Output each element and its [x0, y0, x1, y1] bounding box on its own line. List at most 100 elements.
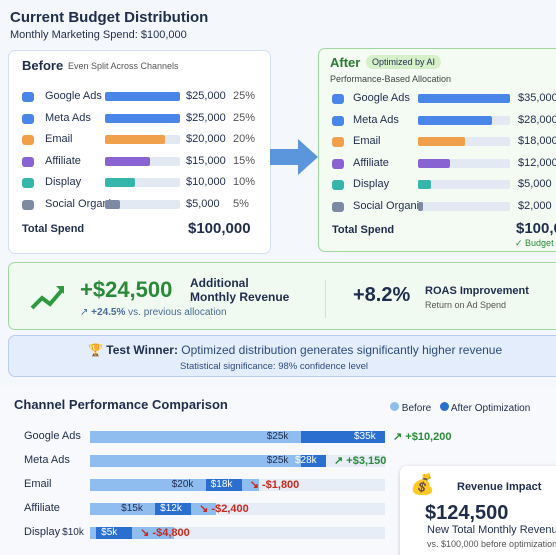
roas-sub: Return on Ad Spend [425, 300, 507, 310]
channel-icon [332, 202, 344, 212]
channel-name: Email [353, 135, 381, 148]
amount: $18,000 [518, 135, 556, 148]
share: 5% [233, 198, 249, 210]
delta-value: -$2,400 [211, 503, 249, 515]
after-panel [318, 48, 556, 252]
after-subtitle: Performance-Based Allocation [330, 74, 452, 84]
channel-icon [22, 156, 34, 167]
channel-icon [22, 135, 34, 146]
change-label: vs. previous allocation [128, 307, 227, 318]
amount: $25,000 [186, 90, 226, 102]
before-subtitle: Even Split Across Channels [68, 61, 179, 71]
delta: ↘ -$4,800 [140, 527, 190, 539]
subtitle: Monthly Marketing Spend: $100,000 [10, 29, 187, 41]
amount: $28,000 [518, 113, 556, 126]
chart-title: Channel Performance Comparison [14, 397, 228, 412]
bar [105, 178, 135, 188]
delta: ↘ -$2,400 [199, 503, 249, 515]
after-bar [300, 431, 385, 443]
before-title: Before [22, 58, 64, 73]
delta: ↗ +$3,150 [334, 455, 387, 467]
after-bar [300, 455, 326, 467]
bar [418, 137, 466, 147]
before-label: $20k [171, 479, 194, 490]
channel-name: Display [24, 526, 61, 538]
channel-name: Meta Ads [45, 111, 91, 124]
delta: ↗ +$10,200 [393, 431, 452, 443]
bar-track [418, 202, 510, 211]
total-label: Total Spend [22, 223, 85, 235]
roas: +8.2% [353, 284, 411, 306]
channel-name: Display [45, 176, 82, 189]
channel-name: Email [24, 478, 52, 490]
channel-name: Meta Ads [24, 454, 70, 466]
winner-label: Test Winner: [106, 343, 178, 357]
delta-value: -$4,800 [152, 527, 190, 539]
impact-note: vs. $100,000 before optimization [427, 539, 556, 549]
channel-name: Google Ads [45, 90, 102, 102]
channel-name: Social Organic [45, 198, 117, 210]
total: $100,000 [188, 220, 251, 237]
bar [418, 158, 450, 168]
before-bar [90, 455, 301, 467]
amount: $15,000 [186, 154, 226, 167]
bar-track [105, 200, 180, 209]
channel-icon [332, 94, 344, 104]
winner-text: Optimized distribution generates signifi… [181, 343, 503, 357]
roas-label: ROAS Improvement [425, 285, 529, 297]
channel-icon [332, 180, 344, 191]
channel-name: Affiliate [24, 502, 60, 514]
bar [418, 94, 510, 103]
delta: ↘ -$1,800 [249, 479, 300, 491]
channel-icon [22, 200, 34, 210]
impact-card: 💰 Revenue Impact $124,500 New Total Mont… [400, 466, 556, 555]
after-label: $28k [295, 455, 317, 466]
bar-track [418, 158, 510, 168]
bar [105, 200, 120, 209]
total-label: Total Spend [332, 224, 395, 236]
after-label: $5k [101, 527, 118, 538]
revenue: +$24,500 [80, 277, 173, 302]
after-label: $12k [160, 503, 182, 514]
bar [418, 115, 492, 125]
before-label: $25k [266, 455, 289, 466]
after-bar [96, 527, 133, 539]
channel-name: Meta Ads [353, 113, 399, 126]
amount: $10,000 [186, 176, 226, 189]
after-bar [155, 503, 192, 515]
delta-value: +$10,200 [405, 431, 452, 443]
amount: $5,000 [186, 198, 220, 210]
impact-title: Revenue Impact [457, 481, 542, 493]
bar [105, 156, 150, 166]
channel-icon [22, 178, 34, 189]
delta-value: +$3,150 [346, 455, 387, 467]
share: 25% [233, 111, 256, 124]
bar [418, 180, 432, 190]
bar-track [418, 180, 510, 190]
channel-name: Social Organic [353, 200, 425, 212]
after-bar [205, 479, 242, 491]
channel-name: Google Ads [353, 92, 410, 104]
channel-icon [332, 115, 344, 126]
badge: Optimized by AI [366, 55, 442, 69]
before-panel [8, 50, 271, 254]
channel-icon [22, 92, 34, 102]
channel-icon [22, 113, 34, 124]
after-label: $18k [210, 479, 233, 490]
bar [105, 135, 165, 145]
bar [105, 113, 180, 123]
channel-name: Affiliate [353, 156, 389, 169]
before-bar [90, 431, 301, 443]
amount: $5,000 [518, 178, 552, 191]
share: 15% [233, 154, 256, 167]
share: 10% [233, 176, 256, 189]
total: $100,000 [516, 220, 556, 237]
share: 20% [233, 133, 256, 146]
share: 25% [233, 90, 256, 102]
before-label: $25k [266, 431, 289, 442]
winner-box [8, 335, 556, 377]
budget-note: ✓ Budget [515, 238, 554, 248]
legend-label: After Optimization [450, 403, 531, 414]
money-icon: 💰 [410, 474, 435, 496]
delta-value: -$1,800 [261, 479, 300, 491]
